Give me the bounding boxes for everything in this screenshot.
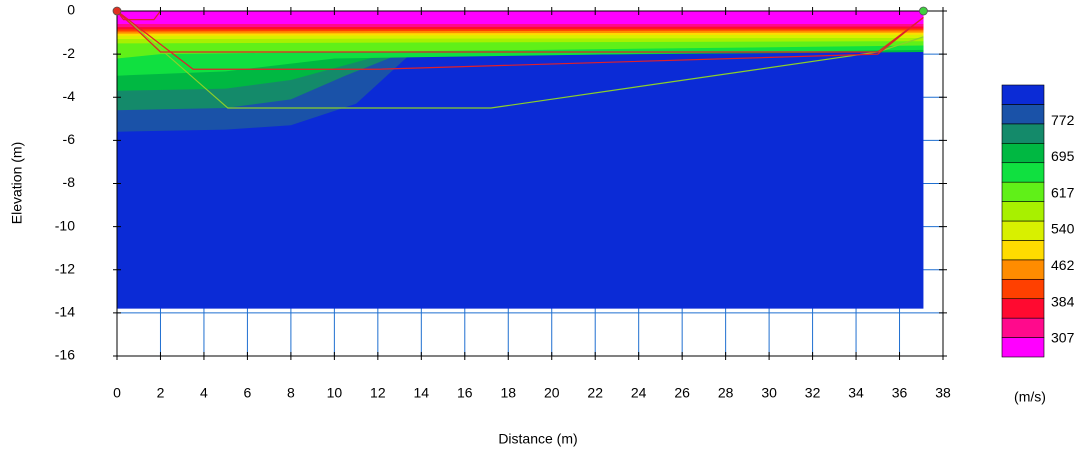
- colorbar-tick-label: 462: [1051, 257, 1075, 273]
- x-tick-label: 2: [157, 385, 165, 401]
- colorbar-swatch: [1001, 123, 1045, 144]
- colorbar-swatch: [1001, 142, 1045, 164]
- colorbar-tick-label: 617: [1051, 185, 1075, 201]
- colorbar-swatch: [1001, 84, 1045, 105]
- colorbar-swatch: [1001, 278, 1045, 300]
- source-point: [112, 6, 122, 16]
- ray-line: [116, 10, 924, 70]
- x-tick-label: 6: [244, 385, 252, 401]
- x-tick-label: 14: [414, 385, 430, 401]
- colorbar-swatch: [1001, 162, 1045, 183]
- source-point: [919, 6, 928, 16]
- y-tick-label: -10: [55, 217, 75, 233]
- x-tick-label: 4: [200, 385, 208, 401]
- y-tick-label: -2: [63, 45, 76, 61]
- x-tick-label: 26: [674, 385, 690, 401]
- y-tick-label: -8: [63, 174, 76, 190]
- x-tick-label: 18: [500, 385, 516, 401]
- colorbar-tick-label: 307: [1051, 329, 1075, 345]
- x-tick-label: 8: [287, 385, 295, 401]
- colorbar-swatch: [1001, 259, 1045, 280]
- ray-line: [116, 10, 161, 21]
- colorbar-tick-label: 695: [1051, 148, 1075, 164]
- y-axis-title: Elevation (m): [9, 142, 25, 224]
- colorbar-tick-label: 772: [1051, 112, 1075, 128]
- y-tick-label: 0: [67, 2, 75, 18]
- x-axis-title: Distance (m): [498, 431, 577, 447]
- x-tick-label: 20: [544, 385, 560, 401]
- colorbar-label: (m/s): [1014, 389, 1046, 405]
- velocity-layer: [117, 11, 924, 24]
- colorbar-swatch: [1001, 220, 1045, 241]
- x-tick-label: 38: [935, 385, 951, 401]
- x-tick-label: 24: [631, 385, 647, 401]
- ray-line: [116, 10, 924, 109]
- x-tick-label: 32: [805, 385, 821, 401]
- colorbar-tick-label: 384: [1051, 293, 1075, 309]
- y-tick-label: -4: [63, 88, 76, 104]
- x-tick-label: 28: [718, 385, 734, 401]
- x-tick-label: 36: [892, 385, 908, 401]
- colorbar-swatch: [1001, 298, 1045, 319]
- x-tick-label: 16: [457, 385, 473, 401]
- y-tick-label: -16: [55, 347, 75, 363]
- colorbar-swatch: [1001, 104, 1045, 125]
- x-tick-label: 0: [113, 385, 121, 401]
- y-tick-label: -14: [55, 304, 75, 320]
- ray-line: [116, 10, 924, 53]
- colorbar-swatch: [1001, 181, 1045, 202]
- x-tick-label: 22: [587, 385, 603, 401]
- x-tick-label: 10: [327, 385, 343, 401]
- colorbar-swatch: [1001, 337, 1045, 358]
- y-tick-label: -6: [63, 131, 76, 147]
- x-tick-label: 34: [848, 385, 864, 401]
- y-tick-label: -12: [55, 260, 75, 276]
- colorbar-tick-label: 540: [1051, 221, 1075, 237]
- x-tick-label: 12: [370, 385, 386, 401]
- x-tick-label: 30: [761, 385, 777, 401]
- colorbar-swatch: [1001, 317, 1045, 338]
- colorbar-swatch: [1001, 201, 1045, 222]
- colorbar-swatch: [1001, 240, 1045, 261]
